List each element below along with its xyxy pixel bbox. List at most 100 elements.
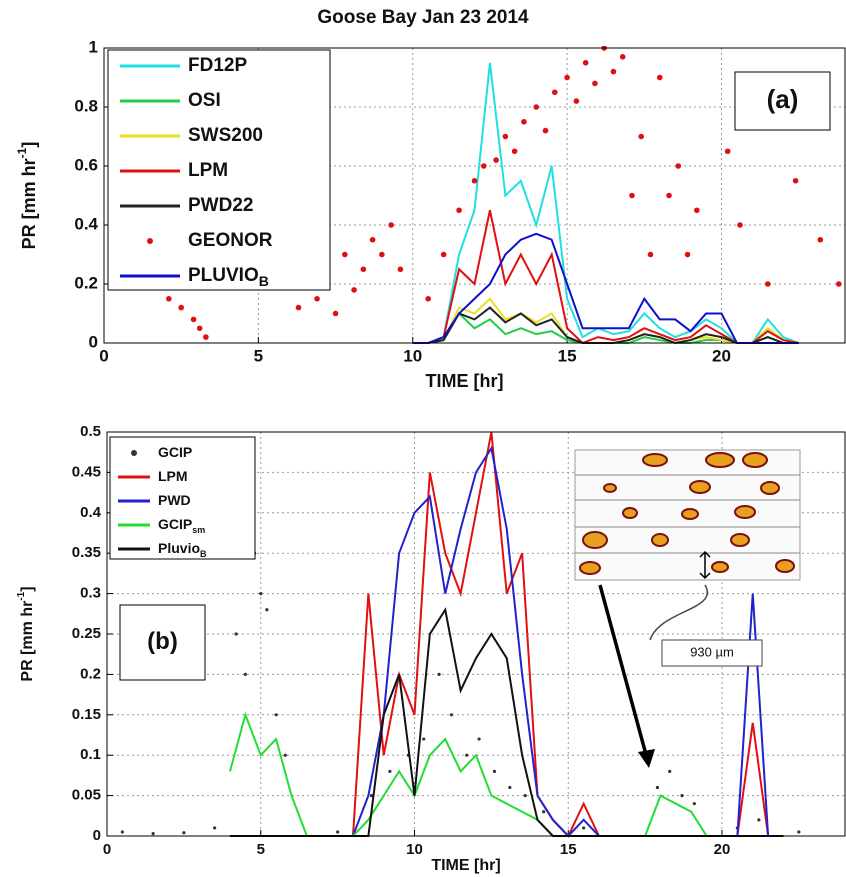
legend-label: GCIP <box>158 444 192 460</box>
scatter-point <box>666 192 672 199</box>
scatter-point <box>542 810 546 814</box>
x-tick-label: 0 <box>103 841 111 858</box>
legend-name: PLUVIO <box>188 265 259 286</box>
x-tick-label: 15 <box>558 346 577 365</box>
y-tick-label: 0.35 <box>72 544 101 561</box>
scatter-point <box>283 753 287 757</box>
legend-label: GEONOR <box>188 230 273 251</box>
y-tick-label: 0 <box>89 332 98 351</box>
legend-label: PluvioB <box>158 540 207 560</box>
scatter-point <box>274 713 278 717</box>
scatter-point <box>369 794 374 798</box>
scatter-point <box>680 794 684 798</box>
scatter-point <box>437 672 441 677</box>
scatter-point <box>551 89 558 96</box>
scatter-point <box>480 163 487 169</box>
inset-label: 930 µm <box>690 644 734 659</box>
legend-name: GEONOR <box>188 230 273 251</box>
legend-name: PWD <box>158 492 191 508</box>
scatter-point <box>765 281 771 287</box>
scatter-point <box>656 74 663 81</box>
scatter-point <box>440 251 447 258</box>
y-tick-label: 0.1 <box>80 746 101 763</box>
legend-name: LPM <box>158 468 188 484</box>
scatter-point <box>213 826 217 830</box>
scatter-point <box>655 785 660 790</box>
scatter-point <box>582 826 586 830</box>
scatter-point <box>243 672 247 677</box>
legend-subscript: B <box>200 549 207 559</box>
scatter-point <box>792 177 799 184</box>
x-axis-label: TIME [hr] <box>431 857 500 874</box>
legend-marker <box>131 450 137 456</box>
y-tick-label: 1 <box>89 37 98 56</box>
y-label-sup: -1 <box>15 147 29 158</box>
y-tick-label: 0.8 <box>74 96 98 115</box>
legend-label: GCIPsm <box>158 516 205 536</box>
legend-label: OSI <box>188 90 221 111</box>
scatter-point <box>342 251 348 258</box>
scatter-point <box>521 118 527 125</box>
panel-annotation: (b) <box>147 628 178 655</box>
y-label-text: PR [mm hr <box>19 601 36 682</box>
scatter-point <box>388 769 392 773</box>
legend-name: FD12P <box>188 55 247 76</box>
x-tick-label: 20 <box>714 841 731 858</box>
x-tick-label: 5 <box>254 346 263 365</box>
scatter-point <box>797 830 801 834</box>
legend-label: SWS200 <box>188 125 263 146</box>
legend-label: PWD <box>158 492 191 508</box>
scatter-point <box>203 334 209 340</box>
legend-name: GCIP <box>158 444 192 460</box>
scatter-point <box>737 222 743 228</box>
scatter-point <box>694 207 700 214</box>
y-tick-label: 0.3 <box>80 585 101 602</box>
legend-box <box>109 436 256 560</box>
scatter-point <box>166 295 172 302</box>
y-axis-label: PR [mm hr-1] <box>16 586 37 681</box>
scatter-point <box>573 98 580 104</box>
scatter-point <box>190 316 197 323</box>
scatter-point <box>471 177 478 184</box>
legend-name: SWS200 <box>188 125 263 146</box>
scatter-point <box>675 163 682 169</box>
inset-droplets <box>579 452 795 575</box>
inset-rows <box>575 474 800 554</box>
scatter-point <box>564 74 570 81</box>
scatter-point <box>182 831 186 835</box>
scatter-point <box>336 830 340 834</box>
y-tick-label: 0.45 <box>72 463 101 480</box>
scatter-point <box>314 295 320 302</box>
scatter-point <box>592 80 598 87</box>
y-tick-label: 0.6 <box>74 155 98 174</box>
y-label-text: PR [mm hr <box>19 158 39 249</box>
scatter-point <box>511 148 518 155</box>
scatter-point <box>151 831 155 836</box>
scatter-point <box>234 632 238 636</box>
legend-name: PWD22 <box>188 195 253 216</box>
arrow-head <box>638 749 655 768</box>
scatter-point <box>508 785 512 790</box>
legend-label: PWD22 <box>188 195 253 216</box>
y-tick-label: 0 <box>93 827 101 844</box>
scatter-point <box>388 222 394 228</box>
y-tick-label: 0.2 <box>74 273 98 292</box>
legend-label: PLUVIOB <box>188 265 269 289</box>
scatter-point <box>120 830 124 834</box>
y-tick-label: 0.25 <box>72 625 101 642</box>
pointer-arrow <box>598 584 650 763</box>
x-tick-label: 5 <box>257 841 265 858</box>
scatter-point <box>332 310 339 317</box>
scatter-point <box>668 769 672 773</box>
legend-name: OSI <box>188 90 221 111</box>
scatter-point <box>178 304 184 311</box>
panel-annotation: (a) <box>767 84 799 114</box>
legend-label: LPM <box>158 468 188 484</box>
legend-marker <box>147 238 153 244</box>
scatter-point <box>397 266 404 273</box>
scatter-point <box>196 325 203 332</box>
scatter-point <box>265 608 269 612</box>
scatter-point <box>369 236 376 243</box>
scatter-point <box>492 769 497 773</box>
